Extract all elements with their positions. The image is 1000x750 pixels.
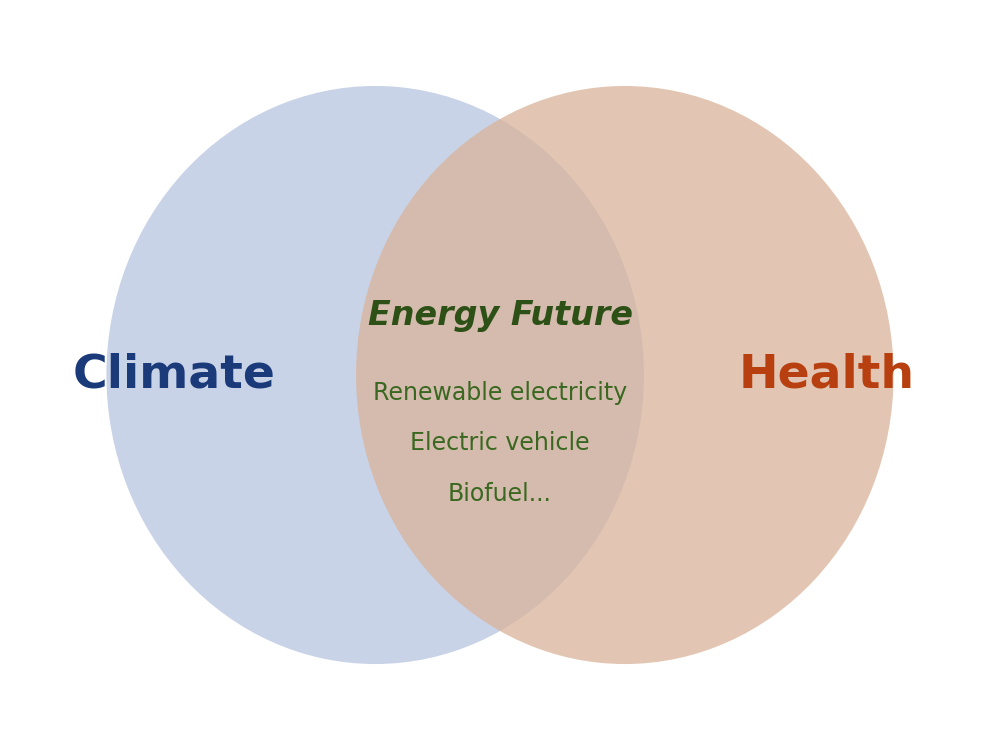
- Text: Health: Health: [738, 352, 914, 398]
- Text: Electric vehicle: Electric vehicle: [410, 431, 590, 455]
- Text: Climate: Climate: [72, 352, 275, 398]
- Text: Energy Future: Energy Future: [368, 298, 633, 332]
- Text: Renewable electricity: Renewable electricity: [373, 381, 627, 405]
- Ellipse shape: [106, 86, 644, 664]
- Ellipse shape: [356, 86, 894, 664]
- Text: Biofuel...: Biofuel...: [448, 482, 552, 506]
